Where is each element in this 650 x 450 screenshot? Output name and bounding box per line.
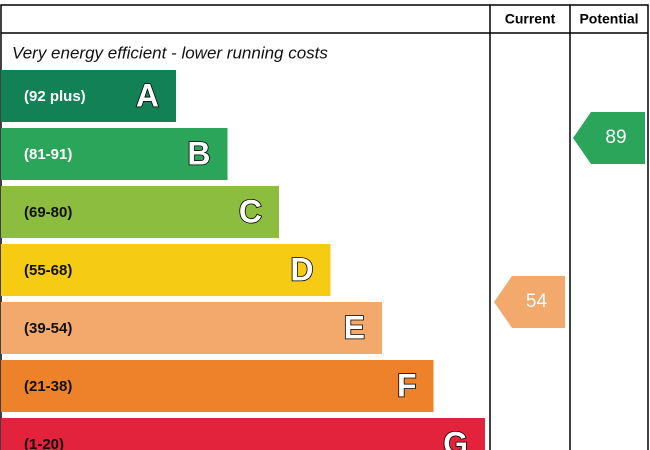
band-letter: B — [187, 135, 210, 171]
current-arrow — [494, 276, 565, 328]
band-range: (1-20) — [24, 436, 64, 450]
header-potential: Potential — [579, 11, 638, 27]
band-bar — [1, 302, 382, 354]
band-range: (81-91) — [24, 146, 72, 163]
band-bar — [1, 128, 228, 180]
band-range: (55-68) — [24, 262, 72, 279]
band-range: (21-38) — [24, 378, 72, 395]
band-letter: E — [344, 309, 365, 345]
current-value: 54 — [526, 291, 548, 312]
header-current: Current — [505, 11, 556, 27]
band-letter: A — [136, 77, 159, 113]
band-bar — [1, 418, 485, 450]
band-range: (39-54) — [24, 320, 72, 337]
band-bar — [1, 70, 176, 122]
band-letter: F — [397, 367, 417, 403]
band-bar — [1, 244, 331, 296]
band-bar — [1, 186, 279, 238]
band-bar — [1, 360, 434, 412]
band-range: (69-80) — [24, 204, 72, 221]
band-range: (92 plus) — [24, 88, 86, 105]
potential-value: 89 — [605, 127, 626, 148]
potential-arrow — [573, 112, 645, 164]
top-note: Very energy efficient - lower running co… — [12, 43, 328, 62]
band-letter: G — [443, 425, 468, 450]
band-letter: D — [290, 251, 313, 287]
band-letter: C — [239, 193, 262, 229]
